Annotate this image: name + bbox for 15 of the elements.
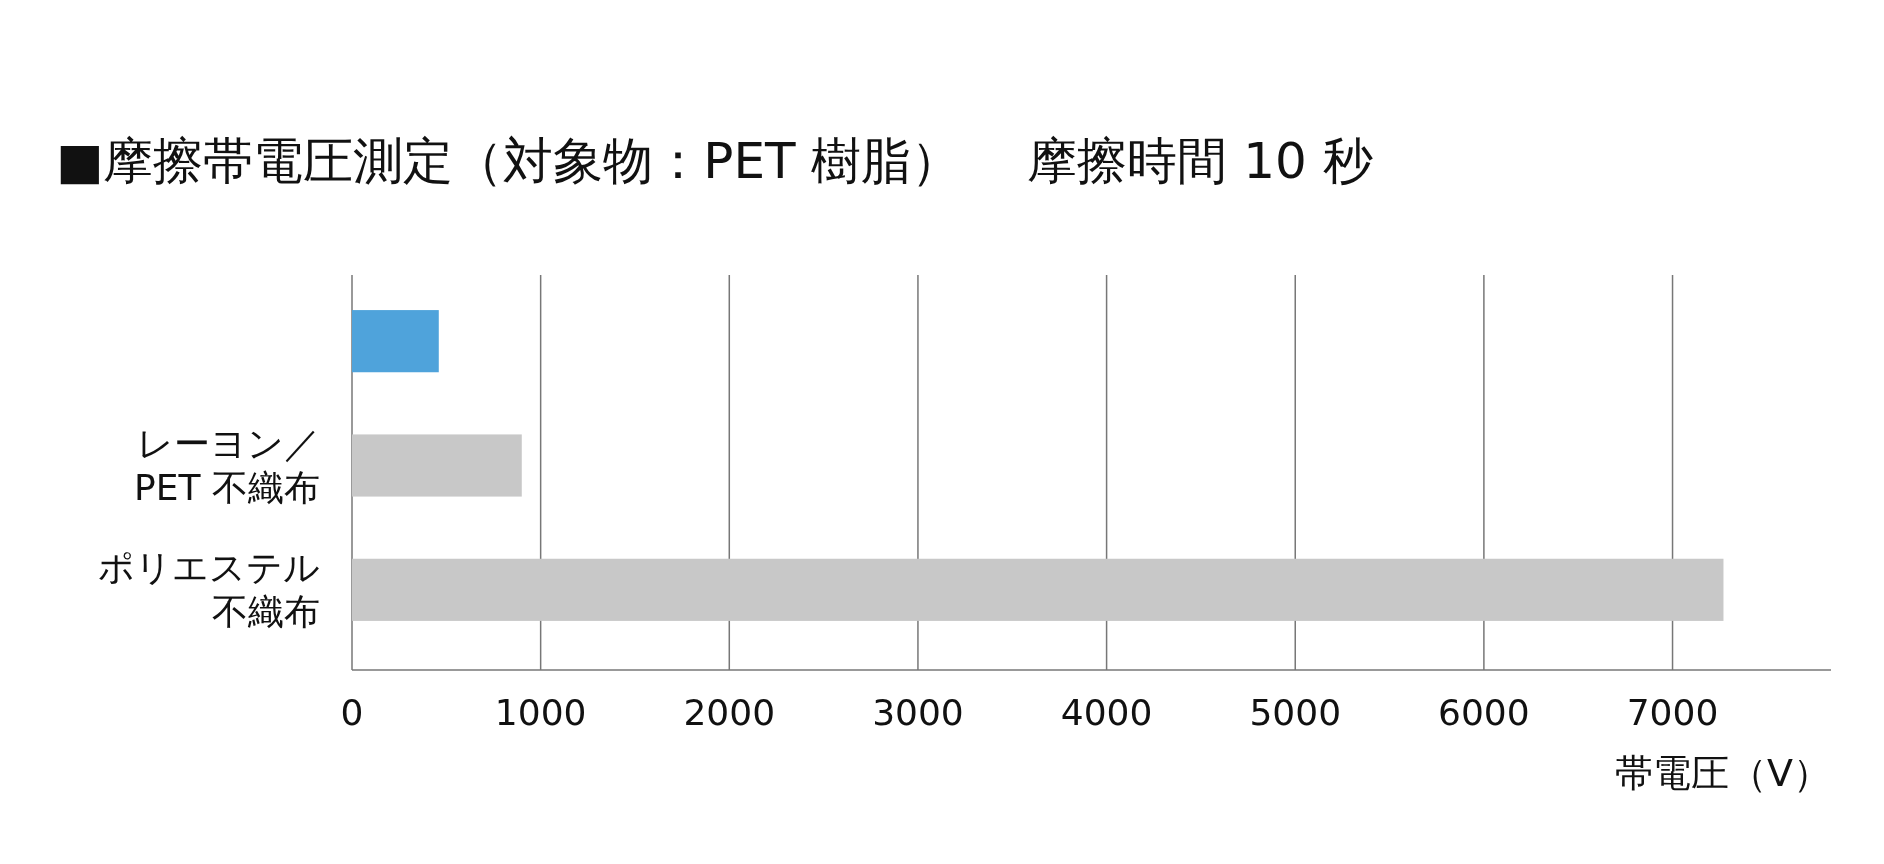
x-tick-label: 1000: [494, 692, 587, 733]
bar: [352, 310, 439, 373]
x-tick-label: 7000: [1626, 692, 1719, 733]
x-tick-label: 5000: [1249, 692, 1342, 733]
y-tick-label: ポリエステル不織布: [98, 546, 320, 632]
x-tick-label: 3000: [872, 692, 964, 733]
x-tick-label: 0: [340, 692, 364, 733]
x-tick-label: 2000: [683, 692, 776, 733]
x-tick-label: 6000: [1438, 692, 1530, 733]
bar: [352, 558, 1724, 621]
bar: [352, 434, 522, 497]
x-axis-title: 帯電圧（V）: [1615, 751, 1831, 795]
y-tick-label: レーヨン／PET 不織布: [134, 422, 320, 508]
chart-title: ■摩擦帯電圧測定（対象物：PET 樹脂） 摩擦時間 10 秒: [56, 132, 1373, 190]
x-tick-label: 4000: [1060, 692, 1153, 733]
